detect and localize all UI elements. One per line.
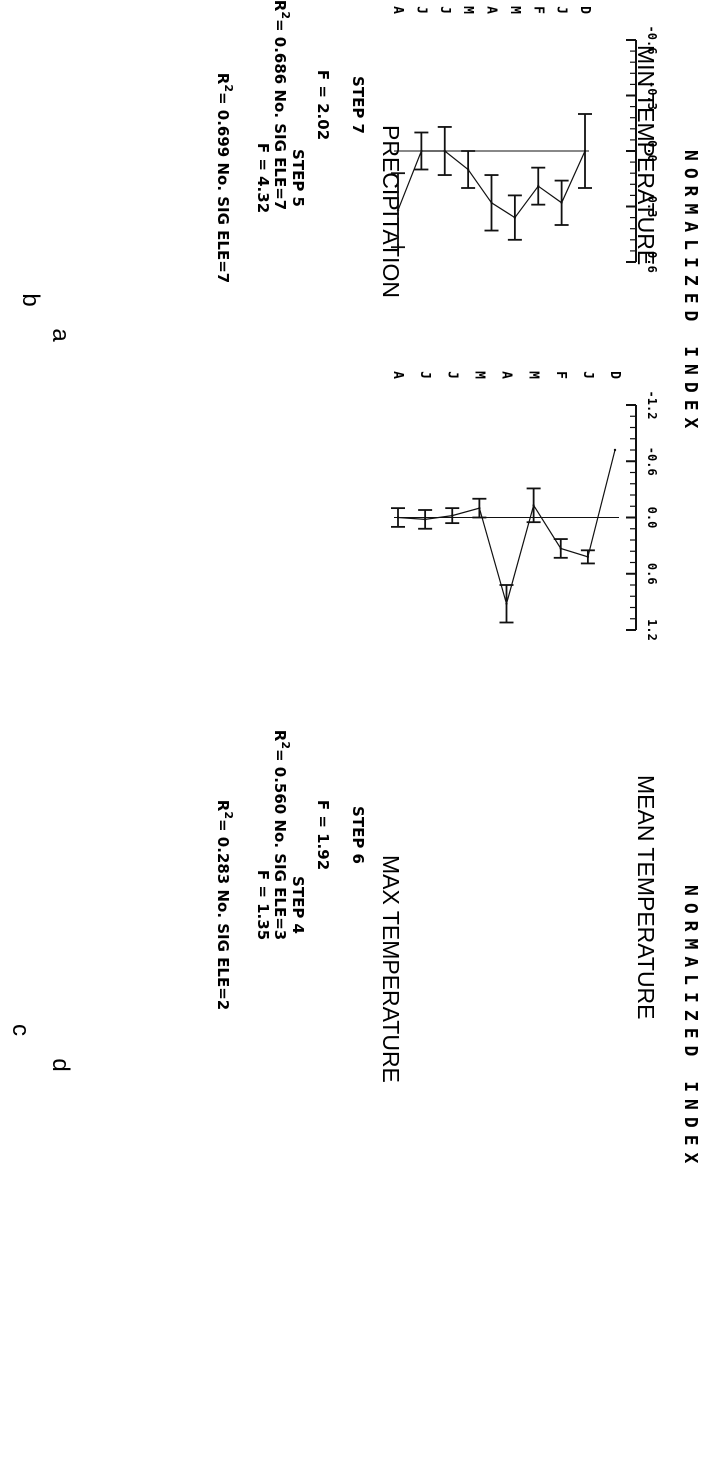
panel-a-month-label: J (554, 6, 569, 14)
panel-b-data-point (586, 555, 590, 559)
panel-a-f: F = 4.32 (254, 143, 272, 213)
panel-b-month-label: A (390, 371, 405, 379)
panel-d-r2-text: = 0.283 No. SIG ELE=2 (214, 819, 232, 1010)
panel-a-month-label: J (437, 6, 452, 14)
panel-a-step: STEP 5 (289, 149, 307, 207)
panel-a-month-label: M (507, 6, 522, 14)
panel-b-step: STEP 7 (349, 76, 367, 134)
panel-a-tick-label: -0.6 (645, 26, 659, 55)
panel-d-f: F = 1.35 (254, 870, 272, 940)
panel-b-f: F = 2.02 (314, 70, 332, 140)
panel-a-data-point (420, 149, 423, 153)
panel-a: PRECIPITATION STEP 5 F = 4.32 R2= 0.699 … (47, 6, 659, 342)
panel-d-step: STEP 4 (289, 876, 307, 934)
panel-b-tick-label: -1.2 (645, 391, 659, 420)
panel-c-r2-text: = 0.560 No. SIG ELE=3 (271, 749, 289, 940)
panel-c: MEAN TEMPERATURE STEP 6 F = 1.92 R2= 0.5… (7, 730, 659, 1036)
panel-b-plot: -1.2 -0.6 0.0 0.6 1.2 D J F M A M J J A (390, 371, 659, 641)
panel-c-f: F = 1.92 (314, 800, 332, 870)
panel-b-data-point (478, 506, 481, 510)
panel-b-tick-label: 0.6 (645, 563, 659, 585)
panel-a-data-point (583, 149, 587, 153)
panel-d-letter: d (47, 1058, 74, 1071)
panel-a-r2-label: R (214, 73, 232, 85)
panel-b-r2: R2= 0.686 No. SIG ELE=7 (271, 0, 292, 210)
panel-a-month-label: J (413, 6, 428, 14)
panel-b-month-label: A (499, 371, 514, 379)
panel-b-r2-exp: 2 (279, 11, 292, 19)
panel-a-tick-label: 0.3 (645, 196, 659, 218)
panel-b-data-point (423, 518, 427, 521)
panel-a-data-point (466, 168, 470, 171)
panel-a-month-label: A (484, 6, 499, 14)
panel-c-r2-label: R (271, 730, 289, 742)
panel-a-month-label: A (390, 6, 405, 14)
panel-b-data-point (396, 516, 400, 519)
panel-a-r2: R2= 0.699 No. SIG ELE=7 (214, 73, 235, 283)
panel-c-r2: R2= 0.560 No. SIG ELE=3 (271, 730, 292, 940)
panel-b-month-label: F (553, 371, 568, 379)
panel-b-month-label: J (444, 371, 459, 379)
y-axis-label-top: NORMALIZED INDEX (680, 150, 701, 435)
panel-d-title: MAX TEMPERATURE (378, 855, 404, 1083)
panel-d-r2: R2= 0.283 No. SIG ELE=2 (214, 800, 235, 1010)
panel-b-data-point (532, 504, 535, 507)
panel-a-letter: a (47, 328, 74, 342)
panel-d-r2-exp: 2 (222, 811, 235, 819)
panel-b-month-label: M (526, 371, 541, 379)
panel-b-tick-label: -0.6 (645, 447, 659, 476)
panel-a-month-label: F (530, 6, 545, 14)
panel-a-month-label: D (577, 6, 592, 14)
panel-c-r2-exp: 2 (279, 741, 292, 749)
panel-a-title: PRECIPITATION (378, 125, 404, 298)
panel-c-title: MEAN TEMPERATURE (633, 775, 659, 1020)
panel-a-month-label: M (460, 6, 475, 14)
panel-a-r2-exp: 2 (222, 84, 235, 92)
panel-b-tick-label: 0.0 (645, 507, 659, 529)
panel-d: MAX TEMPERATURE STEP 4 F = 1.35 R2= 0.28… (47, 800, 404, 1083)
panel-b-month-label: D (607, 371, 622, 379)
panel-a-data-point (537, 184, 540, 188)
panel-b: MIN TEMPERATURE STEP 7 F = 2.02 R2= 0.68… (17, 0, 659, 641)
panel-a-data-point (560, 201, 563, 205)
panel-a-tick-label: 0.6 (645, 251, 659, 273)
panel-a-data-point (490, 201, 493, 205)
panel-b-tick-label: 1.2 (645, 619, 659, 641)
panel-d-r2-label: R (214, 800, 232, 812)
panel-b-r2-label: R (271, 0, 289, 12)
panel-a-r2-text: = 0.699 No. SIG ELE=7 (214, 92, 232, 283)
panel-c-step: STEP 6 (349, 806, 367, 864)
panel-b-data-point (559, 547, 562, 550)
panel-a-tick-label: -0.3 (645, 81, 659, 110)
panel-b-data-point (613, 448, 617, 452)
y-axis-label-bottom: NORMALIZED INDEX (680, 885, 701, 1170)
panel-b-data-point (505, 602, 508, 605)
panel-b-month-label: J (580, 371, 595, 379)
panel-a-tick-label: 0.0 (645, 140, 659, 162)
panel-b-letter: b (17, 293, 44, 306)
panel-a-data-point (513, 216, 517, 219)
panel-c-letter: c (7, 1024, 34, 1036)
panel-a-data-point (443, 149, 446, 153)
panel-b-month-label: M (471, 371, 486, 379)
panel-a-data-point (396, 209, 400, 212)
panel-b-title: MIN TEMPERATURE (633, 45, 659, 265)
panel-b-data-point (451, 514, 454, 517)
panel-b-series-line (397, 449, 616, 606)
panel-b-r2-text: = 0.686 No. SIG ELE=7 (271, 19, 289, 210)
panel-b-month-label: J (417, 371, 432, 379)
